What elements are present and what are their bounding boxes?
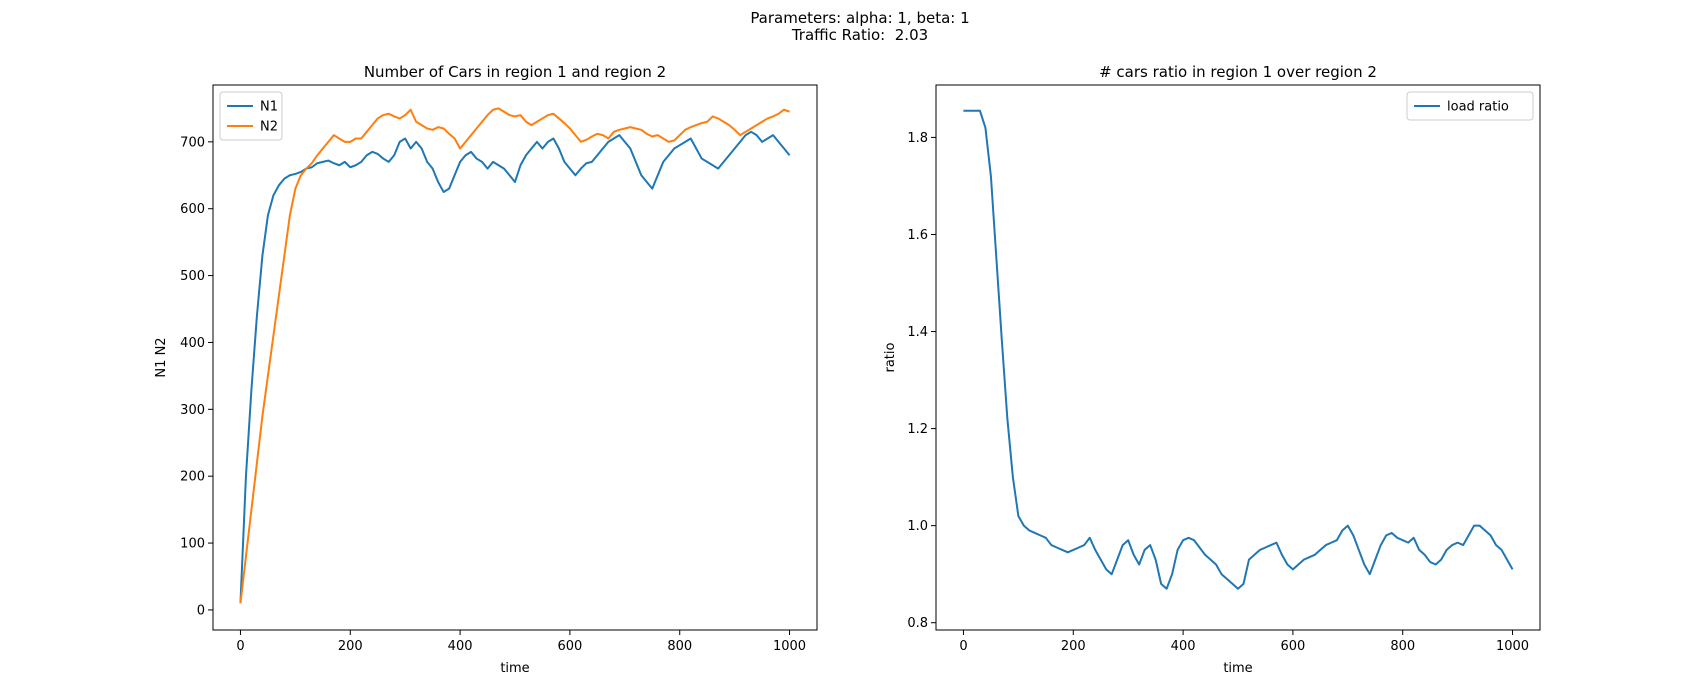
left-chart-title: Number of Cars in region 1 and region 2 <box>364 63 666 81</box>
right-chart-title: # cars ratio in region 1 over region 2 <box>1099 63 1377 81</box>
left-chart-axes-frame <box>212 84 818 631</box>
right-chart-y-tick-label: 1.6 <box>907 228 928 243</box>
right-chart-legend: load ratio <box>1406 91 1534 121</box>
left-chart-y-tick-label: 600 <box>180 202 205 217</box>
left-chart-legend-label: N2 <box>260 120 278 135</box>
left-chart-legend-box <box>219 91 283 141</box>
left-chart-y-tick-label: 300 <box>180 403 205 418</box>
left-chart-x-tick-label: 0 <box>236 639 244 654</box>
left-chart-y-tick-label: 500 <box>180 269 205 284</box>
right-chart-axes-frame <box>935 84 1541 631</box>
left-chart-series-n2-line <box>239 107 790 604</box>
left-chart-y-axis-label: N1 N2 <box>154 337 169 377</box>
right-chart-x-tick-label: 800 <box>1390 639 1415 654</box>
suptitle-line-2: Traffic Ratio: 2.03 <box>791 26 929 44</box>
left-chart-x-tick-label: 400 <box>448 639 473 654</box>
left-chart-y-tick-label: 0 <box>197 603 205 618</box>
left-chart-y-tick-label: 700 <box>180 135 205 150</box>
right-chart-y-tick-label: 1.0 <box>907 519 928 534</box>
suptitle-line-1: Parameters: alpha: 1, beta: 1 <box>750 9 970 27</box>
figure-suptitle: Parameters: alpha: 1, beta: 1 Traffic Ra… <box>0 10 1700 44</box>
left-chart-y-tick-label: 200 <box>180 470 205 485</box>
left-chart-x-tick-label: 600 <box>557 639 582 654</box>
right-chart-x-tick-label: 600 <box>1280 639 1305 654</box>
right-chart-legend-label: load ratio <box>1447 100 1509 115</box>
right-chart: # cars ratio in region 1 over region 2 t… <box>883 63 1541 676</box>
left-chart: Number of Cars in region 1 and region 2 … <box>154 63 818 676</box>
left-chart-x-axis-label: time <box>500 661 529 676</box>
left-chart-x-tick-label: 200 <box>338 639 363 654</box>
right-chart-y-tick-label: 1.4 <box>907 325 928 340</box>
left-chart-x-tick-label: 1000 <box>773 639 806 654</box>
left-chart-y-tick-label: 400 <box>180 336 205 351</box>
left-chart-x-tick-label: 800 <box>667 639 692 654</box>
right-chart-y-tick-label: 1.2 <box>907 422 928 437</box>
right-chart-x-tick-label: 200 <box>1061 639 1086 654</box>
right-chart-x-tick-label: 0 <box>959 639 967 654</box>
right-chart-x-tick-label: 1000 <box>1496 639 1529 654</box>
left-chart-legend-label: N1 <box>260 100 278 115</box>
right-chart-y-tick-label: 0.8 <box>907 616 928 631</box>
left-chart-series-n1-line <box>239 130 791 604</box>
right-chart-series-load-ratio-line <box>963 109 1514 590</box>
left-chart-y-tick-label: 100 <box>180 537 205 552</box>
right-chart-y-axis-label: ratio <box>883 342 898 372</box>
right-chart-legend-box <box>1406 91 1534 121</box>
right-chart-x-tick-label: 400 <box>1171 639 1196 654</box>
right-chart-x-axis-label: time <box>1223 661 1252 676</box>
right-chart-y-tick-label: 1.8 <box>907 131 928 146</box>
